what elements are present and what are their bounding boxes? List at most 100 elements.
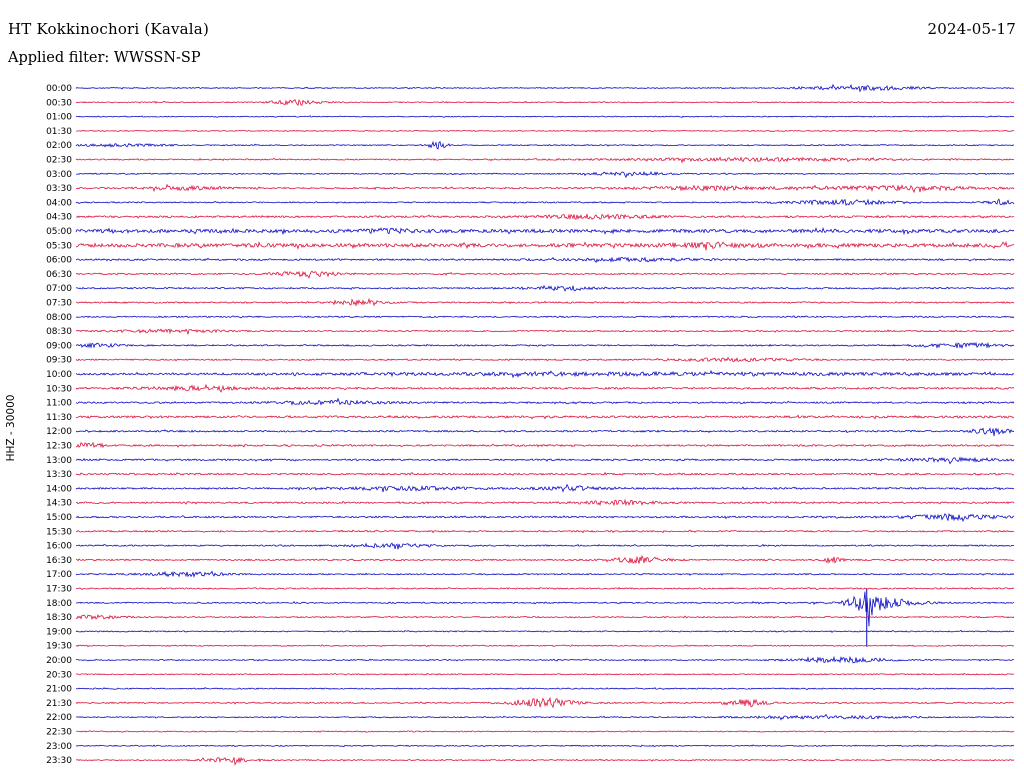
time-label: 13:00 [46,456,72,466]
seismogram-trace-08:00 [75,315,1015,319]
seismogram-trace-03:30 [76,183,1015,194]
time-label: 00:30 [46,98,72,108]
time-label: 22:30 [46,728,72,738]
time-label: 08:30 [46,327,72,337]
time-label: 18:30 [46,613,72,623]
seismogram-trace-16:30 [75,554,1015,564]
seismogram-trace-23:30 [75,756,1015,766]
time-label: 07:30 [46,299,72,309]
seismogram-trace-18:00 [75,591,1015,627]
seismogram-trace-06:30 [75,270,1015,279]
time-label: 15:30 [46,527,72,537]
seismogram-trace-23:00 [75,744,1015,748]
seismogram-trace-09:00 [75,341,1015,350]
time-label: 21:00 [46,685,72,695]
time-label: 01:00 [46,113,72,123]
time-label: 03:00 [46,170,72,180]
seismogram-trace-11:00 [75,397,1015,406]
seismogram-trace-22:30 [76,730,1015,733]
seismogram-trace-17:30 [76,586,1015,591]
seismogram-trace-13:30 [75,471,1015,477]
seismogram-trace-05:30 [76,240,1015,251]
seismogram-trace-03:00 [76,170,1015,179]
time-label: 18:00 [46,599,72,609]
time-label: 04:00 [46,198,72,208]
time-label: 16:00 [46,542,72,552]
seismogram-trace-05:00 [75,227,1015,236]
time-label: 10:30 [46,384,72,394]
seismogram-trace-01:00 [75,115,1015,118]
time-label: 04:30 [46,213,72,223]
seismogram-trace-04:30 [75,213,1015,221]
time-label: 16:30 [46,556,72,566]
seismogram-trace-00:00 [75,83,1015,93]
seismogram-trace-07:00 [75,284,1015,292]
trace-group [75,83,1015,766]
time-label: 23:30 [46,756,72,766]
seismogram-trace-14:30 [75,498,1015,507]
seismogram-trace-12:00 [75,427,1015,437]
seismogram-trace-20:00 [76,655,1014,664]
seismogram-trace-18:30 [75,613,1015,621]
time-label: 22:00 [46,713,72,723]
time-label: 19:30 [46,642,72,652]
time-label: 00:00 [46,84,72,94]
time-label: 09:30 [46,356,72,366]
seismogram-trace-21:30 [75,696,1015,709]
seismogram-trace-20:30 [75,672,1015,676]
time-label: 05:00 [46,227,72,237]
time-label: 07:00 [46,284,72,294]
channel-axis-label: HHZ - 30000 [5,395,17,462]
time-label: 12:30 [46,442,72,452]
seismogram-trace-21:00 [75,687,1015,691]
time-label: 05:30 [46,241,72,251]
filter-label: Applied filter: WWSSN-SP [8,50,201,66]
time-label: 21:30 [46,699,72,709]
time-label: 06:30 [46,270,72,280]
time-label: 06:00 [46,256,72,266]
time-label: 23:00 [46,742,72,752]
seismogram-trace-09:30 [75,356,1015,363]
seismogram-trace-22:00 [75,713,1015,721]
seismogram-trace-01:30 [75,129,1015,133]
seismogram-trace-06:00 [75,256,1015,263]
seismogram-trace-11:30 [75,414,1015,420]
time-label: 20:00 [46,656,72,666]
time-label: 17:00 [46,570,72,580]
time-label: 12:00 [46,427,72,437]
time-label: 02:30 [46,156,72,166]
time-label: 02:00 [46,141,72,151]
time-label: 13:30 [46,470,72,480]
seismogram-trace-17:00 [75,570,1015,578]
seismogram-trace-10:00 [75,369,1015,379]
time-label: 10:00 [46,370,72,380]
seismogram-trace-16:00 [75,542,1015,550]
time-label: 01:30 [46,127,72,137]
time-label: 09:00 [46,341,72,351]
header-row: HT Kokkinochori (Kavala) 2024-05-17 [8,20,1016,38]
station-title: HT Kokkinochori (Kavala) [8,20,209,38]
time-label: 11:00 [46,399,72,409]
seismogram-trace-04:00 [75,198,1015,206]
seismogram-trace-14:00 [75,483,1015,493]
seismogram-trace-12:30 [75,441,1015,449]
time-label-group: 00:00 00:30 01:00 01:30 02:00 02:30 03:00 03:30… [46,84,72,766]
seismogram-trace-02:00 [75,140,1015,150]
seismogram-trace-02:30 [75,156,1015,164]
seismogram-trace-15:30 [75,529,1015,534]
date-label: 2024-05-17 [927,20,1016,38]
seismogram-trace-00:30 [75,99,1015,107]
time-label: 11:30 [46,413,72,423]
time-label: 20:30 [46,670,72,680]
seismogram-trace-19:30 [75,644,1015,648]
seismogram-trace-10:30 [75,383,1015,393]
seismogram-trace-08:30 [76,328,1015,335]
time-label: 15:00 [46,513,72,523]
time-label: 03:30 [46,184,72,194]
seismogram-trace-15:00 [75,512,1015,523]
seismogram-trace-07:30 [75,297,1015,307]
seismogram-trace-13:00 [75,456,1015,465]
time-label: 14:30 [46,499,72,509]
time-label: 14:00 [46,484,72,494]
